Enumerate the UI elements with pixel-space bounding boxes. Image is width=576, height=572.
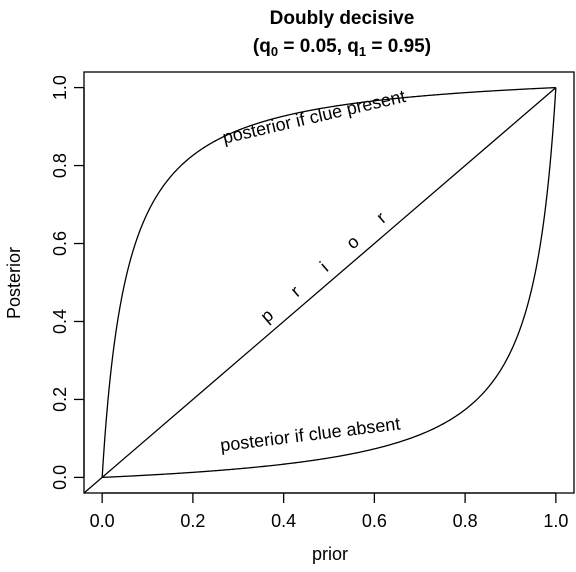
annotation-prior-letter: r <box>287 282 305 301</box>
y-tick-label: 0.4 <box>50 309 70 334</box>
title-q1-mid: = 0.05, q <box>278 36 359 57</box>
y-tick-label: 0.0 <box>50 465 70 490</box>
chart-title-line1: Doubly decisive <box>270 8 415 29</box>
y-tick-label: 0.2 <box>50 387 70 412</box>
series-line-posterior-absent <box>102 87 557 479</box>
x-tick-label: 0.0 <box>90 511 115 531</box>
x-tick-label: 0.2 <box>180 511 205 531</box>
annotation-prior-letter: o <box>342 231 363 253</box>
annotation-prior-letter: r <box>372 208 390 227</box>
x-axis-label: prior <box>312 544 348 564</box>
y-tick-label: 0.6 <box>50 231 70 256</box>
annotation-prior-letter: i <box>316 258 332 276</box>
x-tick-label: 1.0 <box>543 511 568 531</box>
y-tick-label: 1.0 <box>50 75 70 100</box>
x-tick-label: 0.6 <box>362 511 387 531</box>
y-axis-label: Posterior <box>4 247 24 319</box>
title-q1-subscript: 1 <box>359 44 366 59</box>
x-tick-label: 0.4 <box>271 511 296 531</box>
title-q0-subscript: 0 <box>271 44 278 59</box>
chart-title-line2: (q0 = 0.05, q1 = 0.95) <box>253 36 431 59</box>
annotation-prior-letter: p <box>257 305 278 327</box>
series-line-posterior-present <box>101 86 556 478</box>
series-line-prior <box>83 87 557 494</box>
x-axis: 0.0 0.2 0.4 0.6 0.8 1.0 <box>90 492 568 531</box>
title-q0-prefix: (q <box>253 36 271 57</box>
annotation-posterior-present: posterior if clue present <box>221 86 408 148</box>
y-tick-label: 0.8 <box>50 153 70 178</box>
y-axis: 0.0 0.2 0.4 0.6 0.8 1.0 <box>50 75 85 490</box>
title-suffix: = 0.95) <box>366 36 431 57</box>
x-tick-label: 0.8 <box>453 511 478 531</box>
